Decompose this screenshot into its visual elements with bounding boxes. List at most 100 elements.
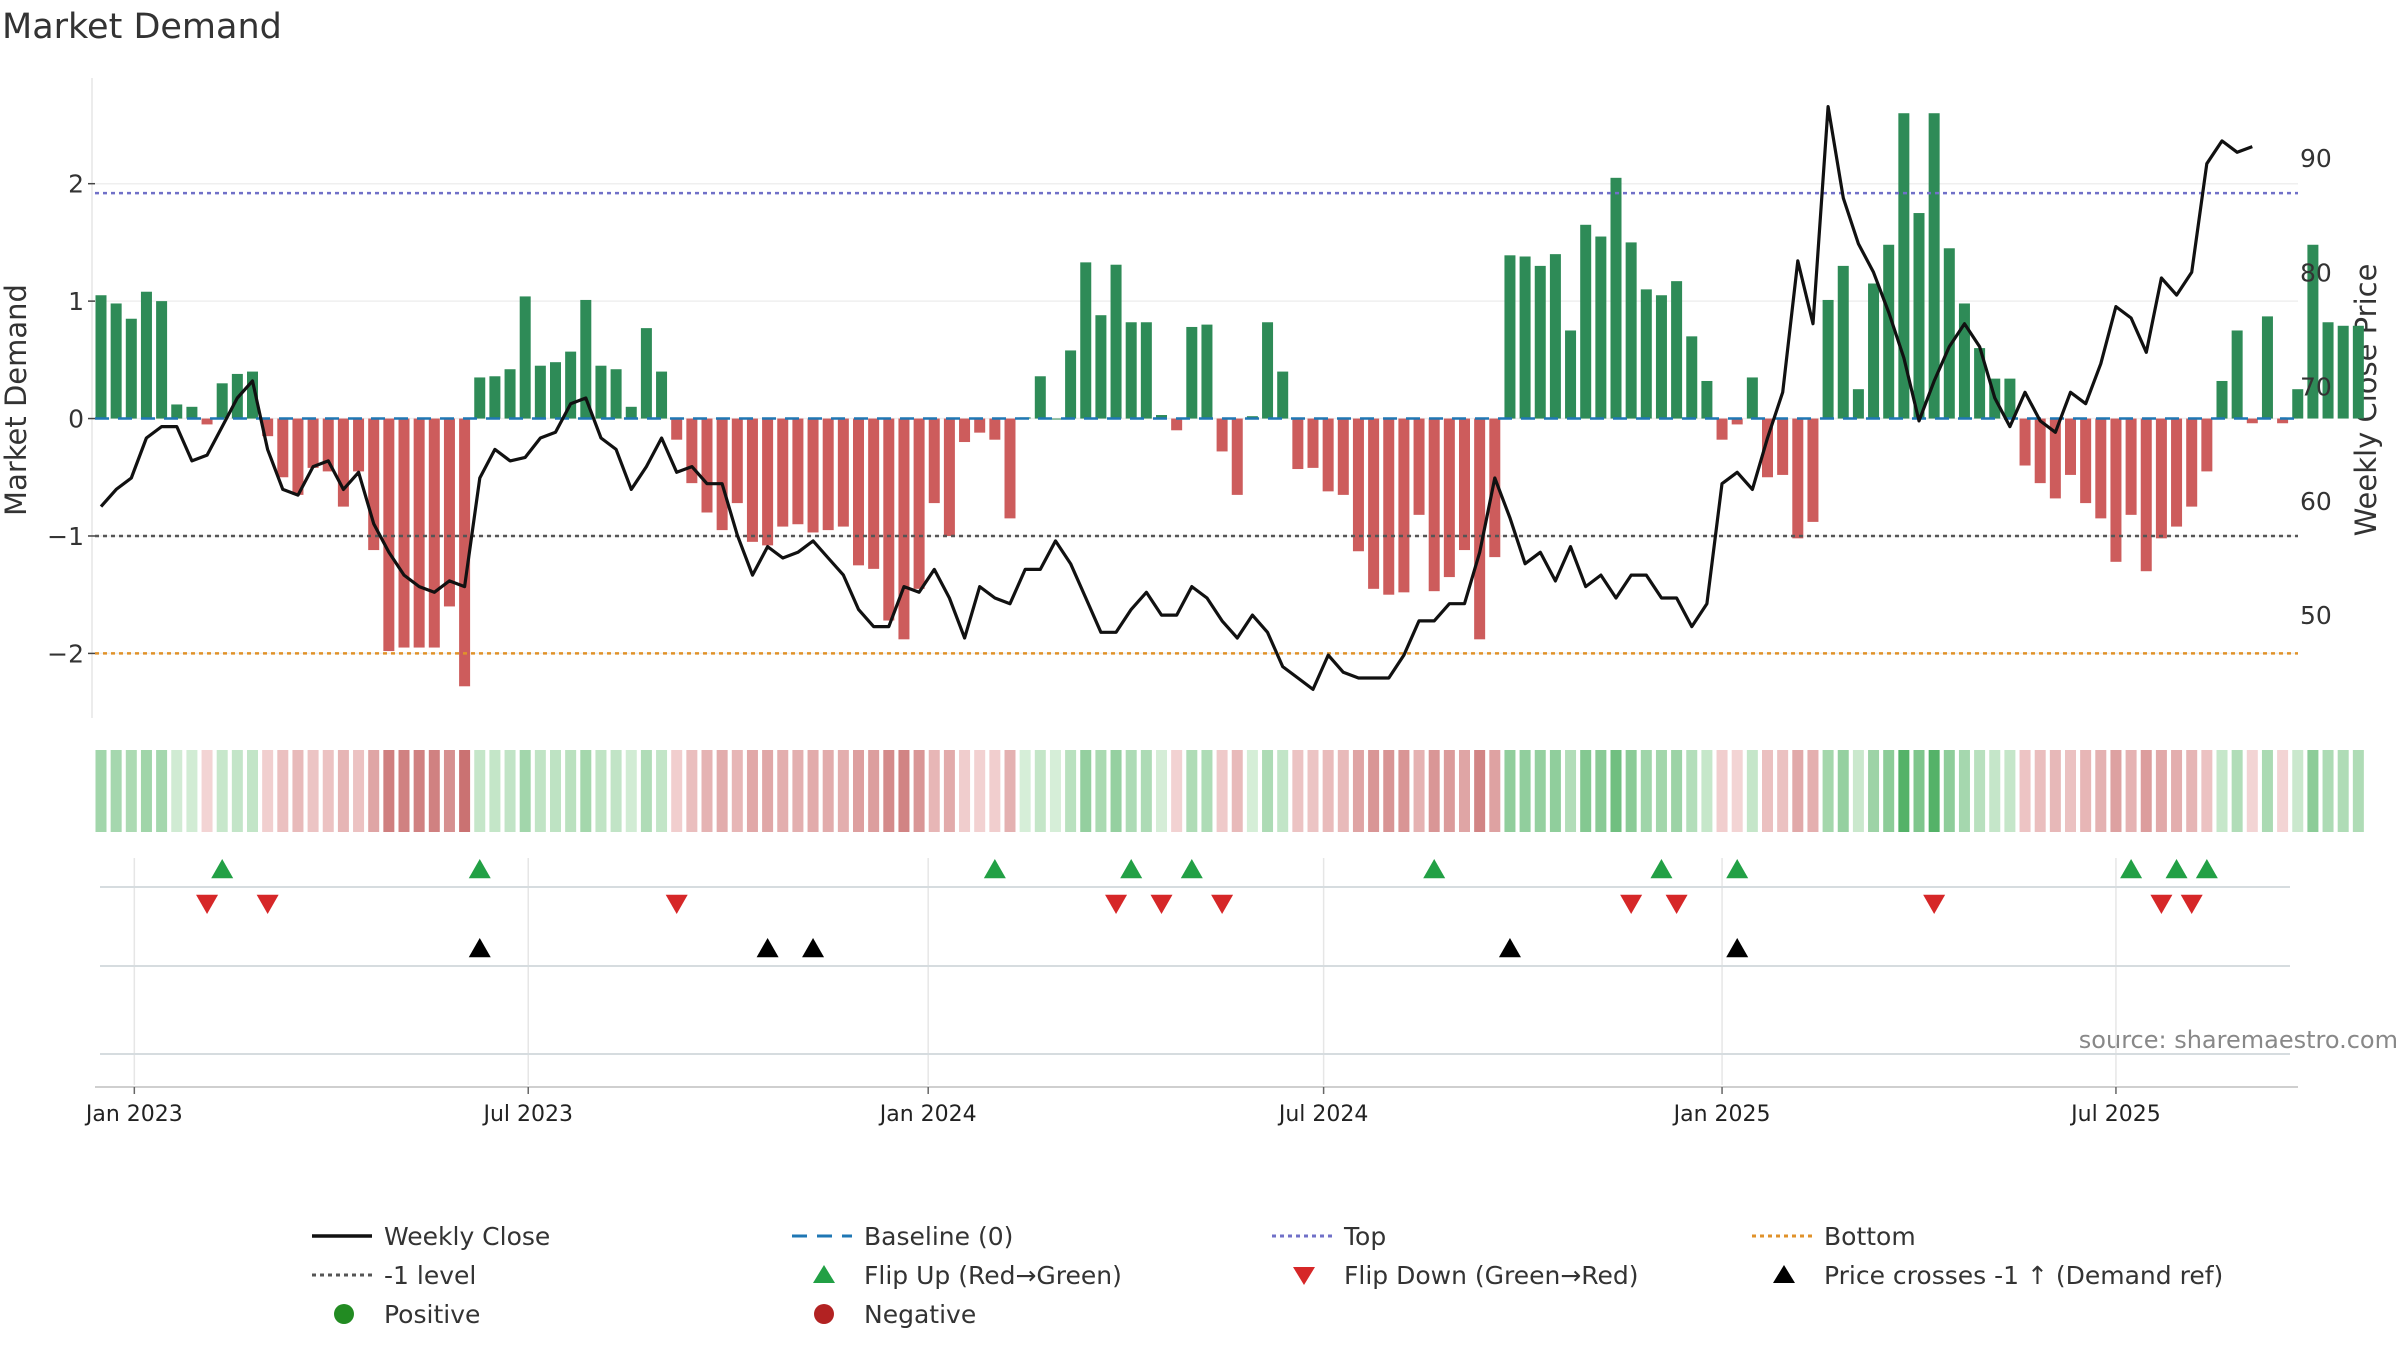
demand-bar-positive <box>640 328 652 419</box>
demand-heat-cell <box>1125 750 1137 832</box>
demand-heat-cell <box>822 750 834 832</box>
demand-heat-cell <box>853 750 864 832</box>
demand-heat-cell <box>322 750 334 832</box>
demand-bar-positive <box>610 369 622 419</box>
demand-heat-cell <box>1110 750 1122 832</box>
demand-heat-cell <box>2216 750 2228 832</box>
demand-bar-negative <box>807 418 819 533</box>
demand-heat-cell <box>1928 750 1940 832</box>
demand-bar-negative <box>398 418 410 648</box>
demand-bar-positive <box>1868 283 1880 419</box>
demand-heat-cell <box>2201 750 2213 832</box>
demand-bar-positive <box>1110 264 1122 419</box>
demand-bar-negative <box>2155 418 2167 539</box>
demand-bar-positive <box>1595 236 1607 419</box>
demand-bar-negative <box>716 418 728 531</box>
demand-bar-negative <box>913 418 925 589</box>
demand-bar-negative <box>2201 418 2213 472</box>
demand-heat-cell <box>1413 750 1425 832</box>
demand-bar-positive <box>504 369 516 419</box>
demand-bar-negative <box>762 418 774 546</box>
x-tick-label: Jan 2023 <box>84 1102 183 1127</box>
demand-heat-cell <box>2337 750 2349 832</box>
demand-bar-negative <box>2049 418 2061 499</box>
demand-bar-positive <box>1655 295 1667 419</box>
demand-heat-cell <box>428 750 440 832</box>
demand-heat-cell <box>1383 750 1395 832</box>
demand-heat-cell <box>1156 750 1167 832</box>
demand-bar-positive <box>1519 256 1531 419</box>
demand-heat-cell <box>2171 750 2183 832</box>
demand-heat-cell <box>443 750 455 832</box>
demand-heat-cell <box>625 750 637 832</box>
demand-bar-negative <box>1489 418 1501 558</box>
demand-bar-negative <box>1731 418 1743 425</box>
demand-heat-cell <box>1595 750 1607 832</box>
left-tick-label: −2 <box>47 639 84 668</box>
demand-bar-positive <box>1065 350 1077 419</box>
demand-heat-cell <box>1958 750 1970 832</box>
demand-heat-cell <box>277 750 289 832</box>
demand-bar-negative <box>746 418 758 542</box>
demand-heat-cell <box>898 750 910 832</box>
demand-heat-cell <box>1580 750 1592 832</box>
demand-bar-positive <box>2004 378 2016 419</box>
demand-heat-cell <box>2125 750 2137 832</box>
demand-heat-cell <box>807 750 819 832</box>
demand-bar-positive <box>519 296 531 419</box>
demand-bar-positive <box>1565 330 1577 419</box>
flip-up-marker <box>1650 859 1673 879</box>
demand-bar-positive <box>595 365 607 419</box>
demand-heat-cell <box>640 750 652 832</box>
demand-heat-cell <box>1898 750 1910 832</box>
flip-up-marker <box>2195 859 2218 879</box>
demand-bar-positive <box>2307 244 2319 419</box>
demand-heat-cell <box>1171 750 1183 832</box>
demand-bar-positive <box>1686 336 1698 419</box>
demand-bar-negative <box>928 418 940 504</box>
demand-heat-cell <box>1216 750 1228 832</box>
x-tick-label: Jul 2023 <box>481 1102 573 1127</box>
demand-bar-positive <box>1049 418 1061 420</box>
demand-bar-negative <box>1716 418 1728 440</box>
demand-heat-cell <box>1989 750 2001 832</box>
demand-bar-negative <box>2019 418 2031 466</box>
legend-item: Bottom <box>1752 1222 1916 1251</box>
demand-heat-cell <box>2322 750 2334 832</box>
demand-heat-cell <box>2186 750 2198 832</box>
demand-bar-positive <box>534 365 546 419</box>
demand-heat-cell <box>1095 750 1107 832</box>
demand-heat-cell <box>1852 750 1864 832</box>
demand-heat-cell <box>1292 750 1304 832</box>
demand-bar-negative <box>368 418 380 551</box>
demand-heat-cell <box>1822 750 1834 832</box>
demand-heat-cell <box>1004 750 1016 832</box>
demand-bar-negative <box>413 418 425 648</box>
demand-heat-cell <box>1731 750 1743 832</box>
demand-heat-cell <box>883 750 895 832</box>
price-cross-marker <box>756 938 779 958</box>
demand-bar-positive <box>489 376 501 419</box>
demand-bar-negative <box>2140 418 2152 572</box>
demand-heat-cell <box>2140 750 2152 832</box>
demand-bar-negative <box>428 418 440 648</box>
demand-bar-positive <box>1913 213 1925 419</box>
demand-bar-negative <box>671 418 683 440</box>
demand-bar-negative <box>974 418 986 433</box>
demand-bar-positive <box>1928 113 1940 419</box>
demand-bar-positive <box>1140 322 1152 419</box>
demand-heat-cell <box>550 750 561 832</box>
demand-bar-negative <box>2095 418 2107 519</box>
demand-heat-cell <box>1337 750 1349 832</box>
source-credit: source: sharemaestro.com <box>2079 1026 2398 1054</box>
demand-heat-cell <box>489 750 501 832</box>
legend-label: Flip Down (Green→Red) <box>1344 1261 1639 1290</box>
demand-bar-positive <box>1034 376 1046 419</box>
demand-heat-cell <box>353 750 365 832</box>
demand-heat-cell <box>398 750 410 832</box>
weekly-close-line <box>99 104 2253 692</box>
demand-bar-negative <box>201 418 213 425</box>
flip-down-marker <box>2180 894 2203 914</box>
legend-item: Price crosses -1 ↑ (Demand ref) <box>1773 1261 2223 1290</box>
demand-bar-negative <box>822 418 834 531</box>
